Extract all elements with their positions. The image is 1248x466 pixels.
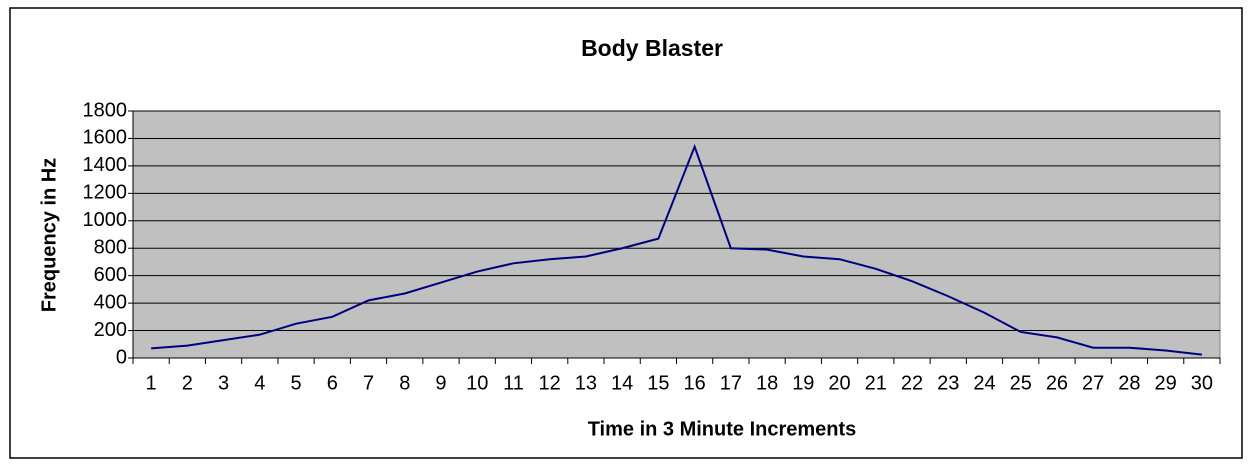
chart-title: Body Blaster xyxy=(581,35,723,61)
x-tick-label: 10 xyxy=(466,372,488,394)
x-tick-label: 7 xyxy=(363,372,374,394)
data-line xyxy=(151,143,1202,356)
x-tick-label: 20 xyxy=(828,372,850,394)
x-tick-label: 30 xyxy=(1191,372,1213,394)
x-tick-label: 3 xyxy=(218,372,229,394)
x-tick-label: 29 xyxy=(1155,372,1177,394)
y-axis-label: Frequency in Hz xyxy=(38,158,60,312)
y-tick-label: 1800 xyxy=(83,99,128,121)
x-tick-label: 14 xyxy=(611,372,633,394)
x-tick-label: 18 xyxy=(756,372,778,394)
x-tick-label: 12 xyxy=(539,372,561,394)
plot-area xyxy=(132,110,1221,359)
x-tick-label: 24 xyxy=(973,372,995,394)
x-tick-label: 17 xyxy=(720,372,742,394)
y-tick-label: 800 xyxy=(94,237,127,259)
x-tick-label: 21 xyxy=(865,372,887,394)
y-tick-label: 1200 xyxy=(83,182,128,204)
x-tick-label: 15 xyxy=(647,372,669,394)
y-tick-label: 400 xyxy=(94,291,127,313)
x-tick-label: 6 xyxy=(327,372,338,394)
x-tick-label: 11 xyxy=(503,372,524,394)
x-tick-label: 4 xyxy=(254,372,265,394)
x-tick-label: 16 xyxy=(683,372,705,394)
x-axis-label: Time in 3 Minute Increments xyxy=(588,418,857,440)
y-tick-label: 0 xyxy=(116,346,127,368)
x-tick-label: 9 xyxy=(435,372,446,394)
x-tick-label: 28 xyxy=(1118,372,1140,394)
x-tick-label: 22 xyxy=(901,372,923,394)
y-tick-label: 1000 xyxy=(83,209,128,231)
y-tick-label: 200 xyxy=(94,319,127,341)
y-tick-label: 1400 xyxy=(83,154,128,176)
y-tick-label: 600 xyxy=(94,264,127,286)
x-tick-label: 26 xyxy=(1046,372,1068,394)
x-tick-label: 25 xyxy=(1010,372,1032,394)
x-tick-label: 8 xyxy=(399,372,410,394)
x-tick-label: 5 xyxy=(290,372,301,394)
x-tick-label: 23 xyxy=(937,372,959,394)
x-tick-label: 13 xyxy=(575,372,597,394)
x-tick-label: 19 xyxy=(792,372,814,394)
y-tick-label: 1600 xyxy=(83,127,128,149)
x-tick-label: 1 xyxy=(146,372,157,394)
x-tick-label: 27 xyxy=(1082,372,1104,394)
x-tick-label: 2 xyxy=(182,372,193,394)
